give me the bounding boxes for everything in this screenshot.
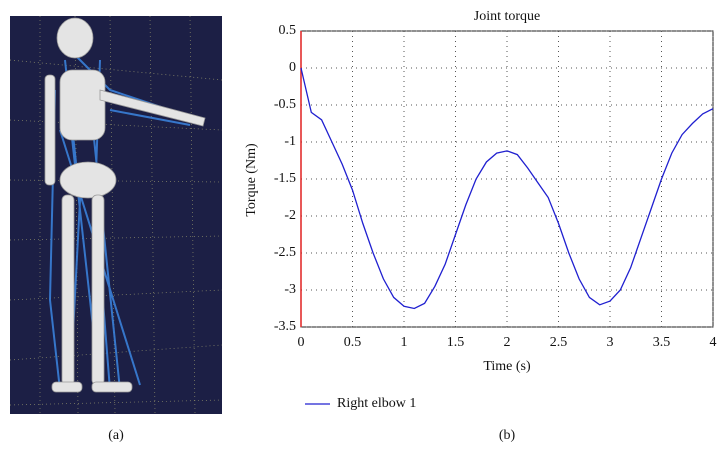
y-tick-label: -0.5 [274,97,296,112]
chart-title: Joint torque [474,9,541,24]
x-tick-label: 0.5 [344,335,362,350]
y-tick-label: -3.5 [274,319,296,334]
y-axis-label: Torque (Nm) [244,143,259,217]
panel-label: (a) [108,428,124,443]
x-tick-label: 1.5 [447,335,465,350]
x-axis-label: Time (s) [483,359,531,374]
y-tick-label: 0.5 [279,23,297,38]
x-tick-label: 3 [607,335,614,350]
x-tick-label: 1 [401,335,408,350]
x-tick-label: 2 [504,335,511,350]
x-tick-label: 0 [298,335,305,350]
y-tick-label: -1.5 [274,171,296,186]
y-tick-label: 0 [289,60,296,75]
x-tick-label: 4 [710,335,717,350]
x-tick-label: 3.5 [653,335,671,350]
y-tick-label: -1 [284,134,296,149]
y-tick-label: -3 [284,282,296,297]
y-tick-label: -2.5 [274,245,296,260]
series-line [300,67,714,310]
panel-label: (b) [499,428,516,443]
skeleton-image [9,15,223,415]
legend-label: Right elbow 1 [337,396,416,411]
x-tick-label: 2.5 [550,335,568,350]
y-tick-label: -2 [284,208,296,223]
